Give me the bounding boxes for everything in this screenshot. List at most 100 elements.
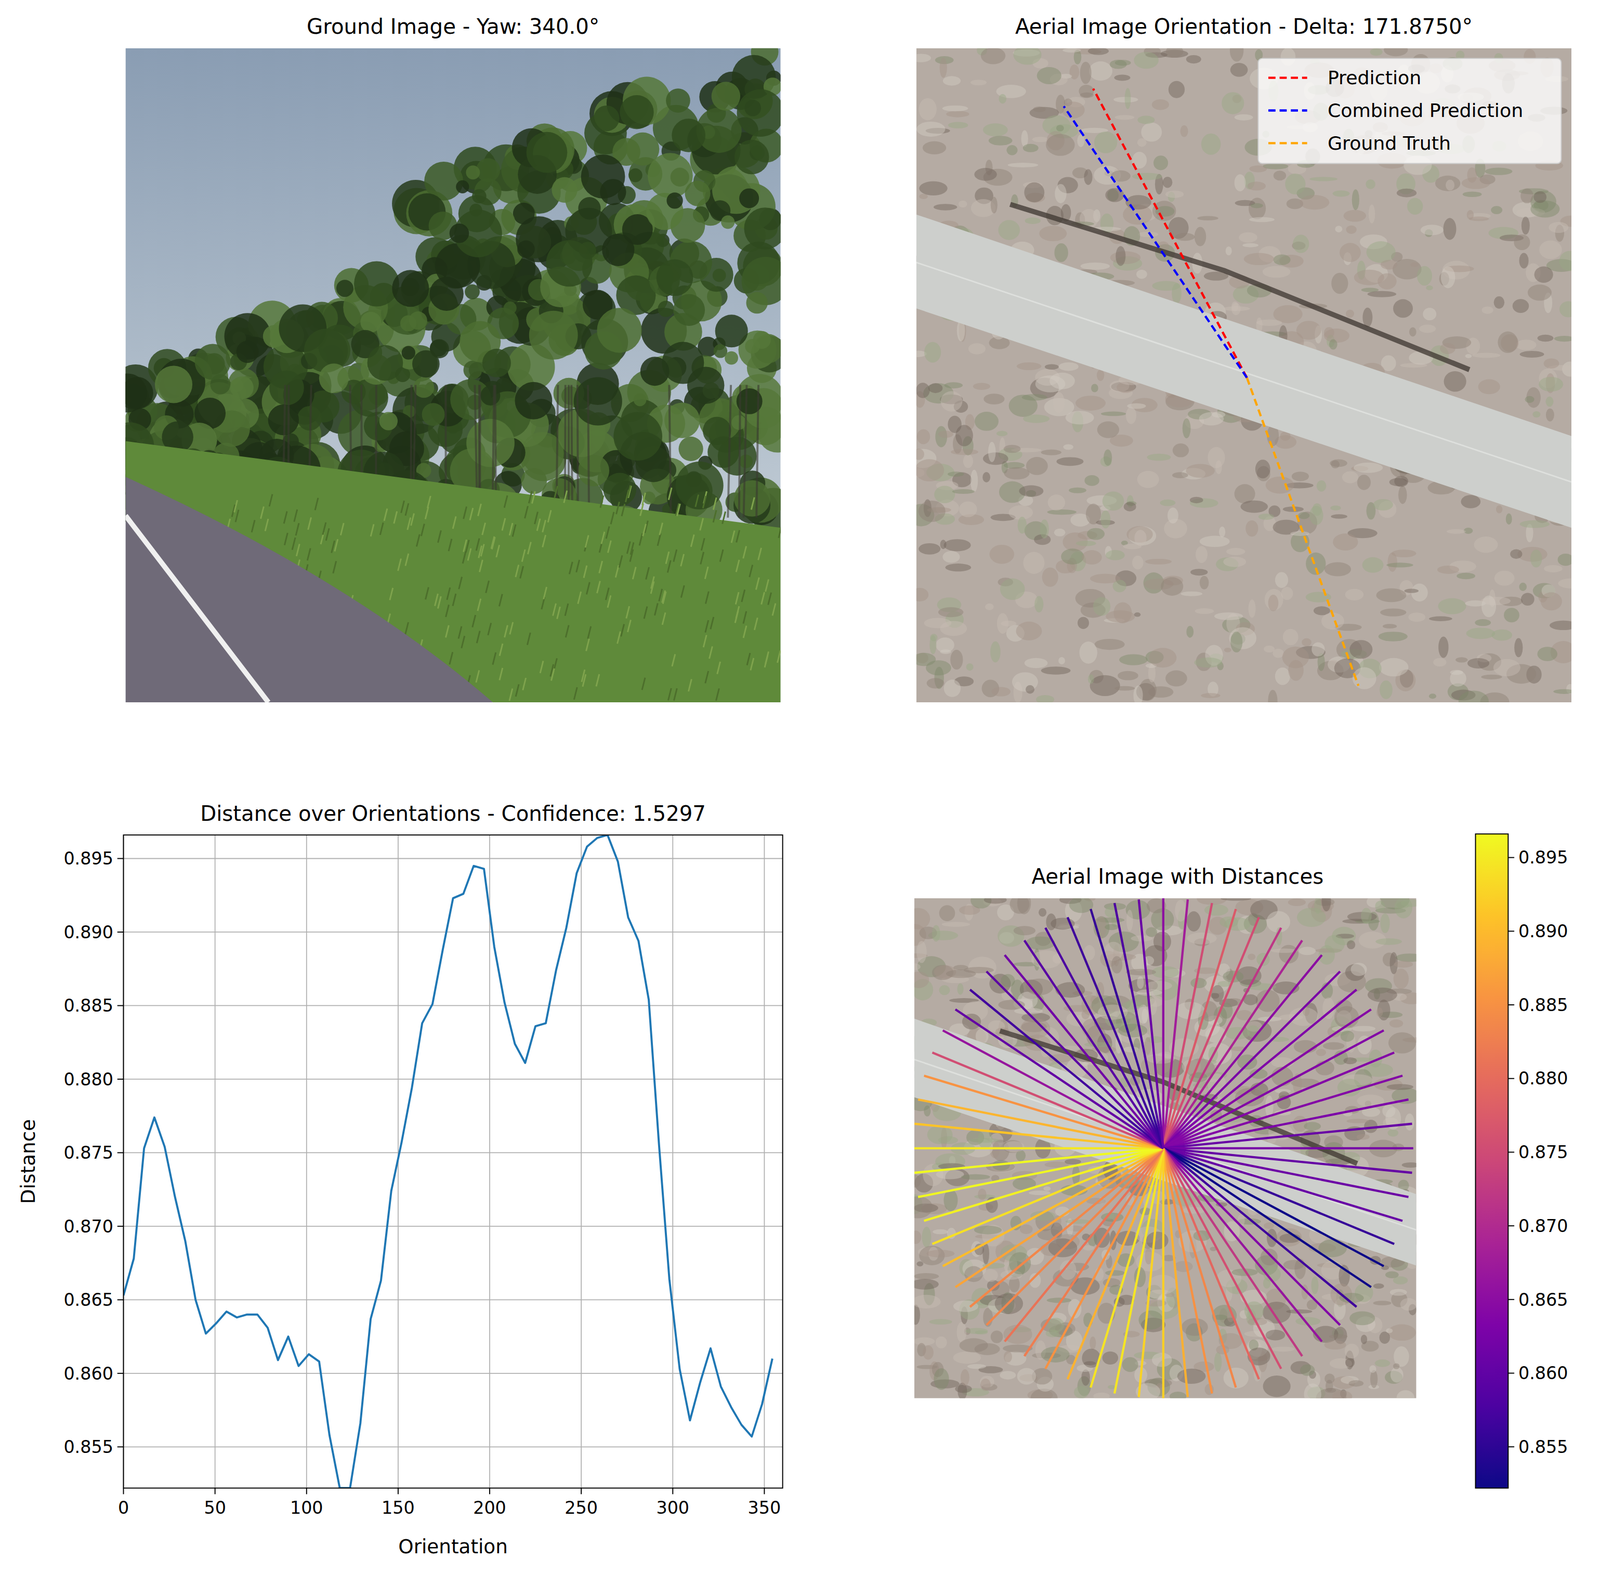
aerial-texture bbox=[1032, 106, 1046, 113]
aerial-texture bbox=[1007, 162, 1039, 168]
grass-blade bbox=[761, 592, 765, 605]
foliage bbox=[685, 180, 711, 207]
aerial-texture bbox=[1518, 582, 1527, 592]
grass-blade bbox=[308, 517, 312, 530]
tick-label: 0.865 bbox=[63, 1289, 114, 1310]
aerial-texture bbox=[1549, 620, 1572, 631]
aerial-texture bbox=[1153, 155, 1169, 170]
grass-blade bbox=[778, 525, 781, 539]
grass-blade bbox=[531, 491, 535, 504]
aerial-texture bbox=[1195, 608, 1215, 614]
grid-line bbox=[123, 1372, 783, 1374]
aerial-texture bbox=[1273, 254, 1291, 266]
grass-blade bbox=[743, 546, 747, 559]
aerial-texture bbox=[1494, 570, 1515, 586]
grass-blade bbox=[482, 522, 486, 536]
foliage bbox=[661, 342, 704, 385]
grass-blade bbox=[743, 625, 747, 639]
aerial-texture bbox=[1497, 331, 1518, 353]
aerial-texture bbox=[1035, 694, 1055, 703]
foliage bbox=[633, 393, 647, 407]
foliage bbox=[724, 351, 739, 365]
aerial-texture bbox=[1168, 81, 1185, 99]
aerial-texture bbox=[1023, 414, 1050, 424]
aerial-texture bbox=[1114, 686, 1135, 691]
aerial-texture bbox=[1238, 232, 1257, 243]
aerial-texture bbox=[1520, 593, 1535, 607]
aerial-texture bbox=[1199, 412, 1225, 426]
aerial-texture bbox=[998, 219, 1020, 240]
grass-blade bbox=[542, 519, 546, 533]
grass-blade bbox=[695, 494, 699, 508]
aerial-texture bbox=[919, 181, 948, 196]
grass-blade bbox=[617, 631, 621, 645]
grass-blade bbox=[668, 487, 672, 501]
aerial-texture bbox=[1172, 471, 1189, 479]
grass-blade bbox=[596, 674, 600, 687]
aerial-texture bbox=[1331, 272, 1348, 294]
aerial-texture bbox=[1466, 627, 1496, 639]
grid-line bbox=[123, 1446, 783, 1448]
aerial-texture bbox=[1404, 588, 1420, 593]
tick-label: 50 bbox=[203, 1497, 226, 1518]
foliage bbox=[513, 202, 535, 225]
grass-blade bbox=[650, 581, 654, 594]
grass-blade bbox=[477, 598, 481, 612]
grass-blade bbox=[662, 590, 666, 603]
grass-blade bbox=[398, 558, 402, 571]
aerial-texture bbox=[1545, 408, 1555, 422]
aerial-texture bbox=[1123, 543, 1142, 550]
aerial-texture bbox=[1058, 657, 1066, 665]
aerial-texture bbox=[1330, 514, 1348, 519]
aerial-texture bbox=[1039, 225, 1067, 242]
foliage bbox=[194, 344, 231, 380]
aerial-texture bbox=[1273, 170, 1287, 181]
aerial-texture bbox=[1001, 620, 1017, 627]
aerial-texture bbox=[970, 469, 978, 493]
aerial-texture bbox=[974, 167, 997, 181]
aerial-texture bbox=[1182, 418, 1191, 439]
aerial-texture bbox=[916, 429, 930, 445]
aerial-texture bbox=[1134, 612, 1142, 618]
aerial-ditch bbox=[1010, 204, 1470, 370]
grass-blade bbox=[322, 522, 326, 535]
grass-blade bbox=[437, 530, 441, 543]
aerial-texture bbox=[1425, 285, 1433, 291]
grass-blade bbox=[425, 587, 429, 600]
aerial-texture bbox=[1114, 114, 1135, 120]
aerial-texture bbox=[1167, 507, 1179, 524]
grass-blade bbox=[467, 548, 471, 561]
foliage bbox=[578, 454, 610, 487]
grass-blade bbox=[610, 512, 614, 525]
grass-blade bbox=[522, 677, 527, 691]
grass-blade bbox=[557, 606, 561, 620]
aerial-texture bbox=[948, 121, 969, 129]
aerial-texture bbox=[1493, 659, 1521, 677]
aerial-texture bbox=[973, 383, 991, 390]
road bbox=[125, 476, 493, 703]
foliage bbox=[753, 331, 771, 349]
aerial-texture bbox=[1046, 509, 1077, 515]
tick bbox=[117, 931, 124, 933]
aerial-texture bbox=[939, 57, 948, 78]
foliage bbox=[596, 307, 642, 353]
foliage bbox=[455, 180, 469, 194]
aerial-texture bbox=[1119, 654, 1148, 666]
foliage bbox=[602, 473, 637, 507]
foliage bbox=[336, 279, 354, 297]
grass-blade bbox=[640, 503, 644, 517]
foliage bbox=[230, 378, 244, 393]
aerial-texture bbox=[1223, 556, 1247, 568]
plot-area bbox=[123, 834, 783, 1488]
grass-blade bbox=[449, 651, 453, 665]
grass-blade bbox=[512, 524, 516, 537]
aerial-texture bbox=[1018, 485, 1044, 497]
grass-blade bbox=[462, 551, 466, 564]
aerial-texture bbox=[1265, 476, 1295, 494]
foliage bbox=[125, 373, 147, 413]
tick-label: 100 bbox=[290, 1497, 324, 1518]
aerial-texture bbox=[1537, 646, 1558, 661]
grass-blade bbox=[411, 513, 415, 527]
grass-blade bbox=[599, 560, 603, 574]
aerial-texture bbox=[1545, 396, 1554, 408]
